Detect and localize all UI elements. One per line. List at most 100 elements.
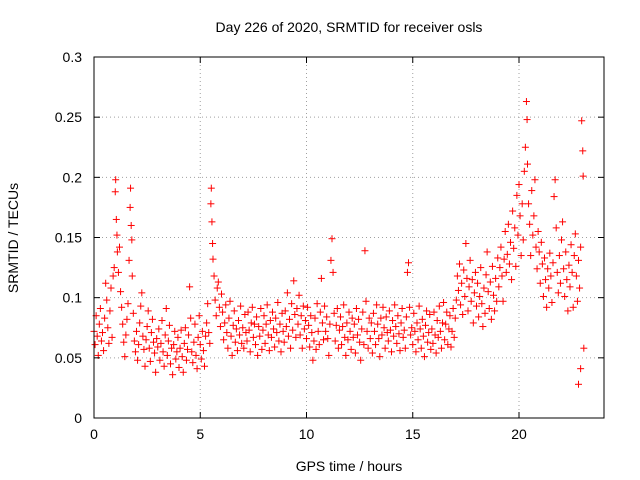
data-point: [498, 272, 506, 280]
data-point: [126, 203, 134, 211]
data-point: [207, 184, 215, 192]
data-point: [138, 289, 146, 297]
data-point: [273, 329, 281, 337]
data-point: [417, 344, 425, 352]
data-point: [120, 338, 128, 346]
data-point: [176, 344, 184, 352]
tick-marks: [93, 56, 604, 419]
data-point: [231, 338, 239, 346]
x-tick-label: 5: [196, 426, 204, 442]
data-point: [406, 303, 414, 311]
data-point: [286, 315, 293, 323]
data-point: [416, 325, 424, 333]
data-point: [529, 231, 537, 239]
data-point: [227, 332, 235, 340]
data-point: [154, 343, 162, 351]
data-point: [142, 336, 150, 344]
data-point: [281, 307, 289, 315]
data-point: [105, 339, 113, 347]
data-point: [198, 327, 206, 335]
data-point: [510, 244, 518, 252]
data-point: [112, 176, 120, 184]
data-point: [365, 314, 373, 322]
data-point: [573, 297, 581, 305]
data-point: [427, 345, 435, 353]
x-tick-labels: 0 5 10 15 20: [90, 426, 527, 442]
data-point: [250, 320, 258, 328]
data-point: [101, 314, 109, 322]
data-point: [179, 368, 187, 376]
data-point: [486, 278, 494, 286]
data-point: [157, 339, 165, 347]
data-point: [163, 351, 171, 359]
data-point: [152, 368, 160, 376]
data-point: [524, 160, 531, 168]
data-point: [536, 279, 544, 287]
data-point: [403, 268, 411, 276]
x-axis-label: GPS time / hours: [296, 458, 403, 474]
data-point: [491, 307, 499, 315]
data-point: [530, 212, 538, 220]
data-point: [117, 288, 125, 296]
data-point: [108, 333, 116, 341]
data-point: [121, 353, 129, 361]
data-point: [507, 238, 514, 246]
data-point: [323, 313, 331, 321]
data-point: [237, 302, 245, 310]
data-point: [434, 333, 442, 341]
data-point: [342, 351, 350, 359]
data-point: [288, 300, 296, 308]
x-tick-label: 15: [405, 426, 421, 442]
data-point: [422, 321, 429, 329]
data-point: [304, 303, 312, 311]
data-point: [522, 98, 530, 106]
data-point: [331, 337, 339, 345]
data-point: [367, 319, 375, 327]
data-point: [452, 296, 460, 304]
data-point: [297, 312, 305, 320]
data-point: [248, 303, 256, 311]
data-point: [124, 300, 132, 308]
data-point: [429, 339, 437, 347]
data-point: [307, 312, 315, 320]
data-point: [440, 298, 448, 306]
data-point: [578, 117, 586, 125]
data-point: [314, 327, 322, 335]
data-point: [391, 301, 399, 309]
data-point: [127, 221, 135, 229]
data-point: [412, 348, 420, 356]
data-point: [162, 304, 170, 312]
data-point: [492, 274, 500, 282]
data-point: [395, 330, 403, 338]
data-point: [360, 341, 368, 349]
data-point: [414, 336, 422, 344]
data-point: [576, 284, 584, 292]
data-point: [133, 327, 140, 335]
data-point: [432, 349, 440, 357]
data-point: [551, 176, 559, 184]
data-point: [531, 176, 539, 184]
data-point: [487, 315, 495, 323]
data-point: [382, 313, 390, 321]
data-point: [211, 296, 219, 304]
data-point: [289, 326, 297, 334]
data-point: [474, 279, 482, 287]
data-point: [388, 348, 395, 356]
data-point: [274, 298, 282, 306]
data-point: [550, 193, 558, 201]
data-point: [580, 344, 588, 352]
data-point: [220, 336, 228, 344]
data-point: [181, 324, 189, 332]
data-point: [309, 356, 317, 364]
data-point: [437, 344, 445, 352]
data-point: [324, 335, 332, 343]
data-point: [496, 264, 504, 272]
data-point: [315, 341, 323, 349]
data-point: [312, 345, 320, 353]
data-point: [571, 230, 579, 238]
data-point: [401, 344, 409, 352]
data-point: [380, 324, 388, 332]
data-point: [340, 301, 348, 309]
data-point: [267, 333, 275, 341]
data-point: [355, 315, 363, 323]
